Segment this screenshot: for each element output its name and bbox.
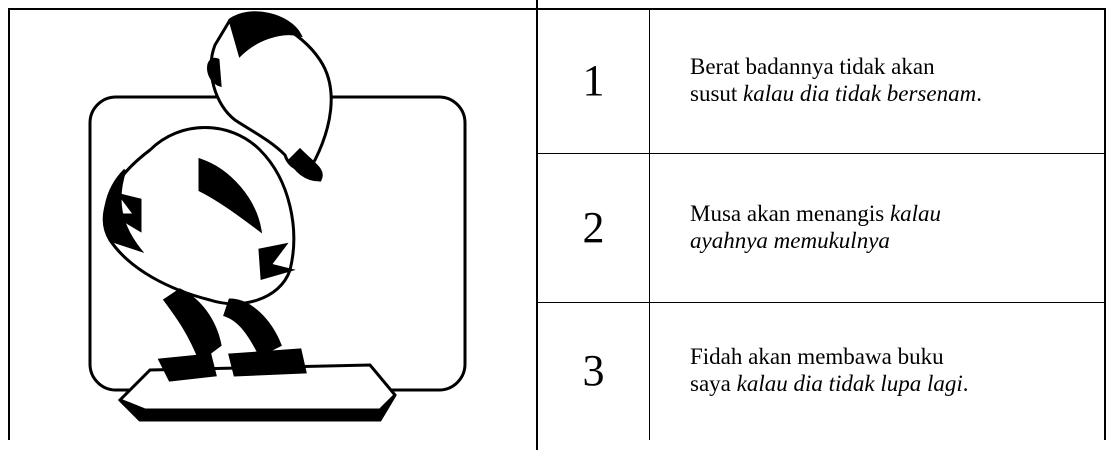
text-segment: .	[962, 371, 969, 396]
table-border	[649, 8, 650, 440]
row-number: 1	[582, 55, 605, 105]
text-segment: kalau dia tidak lupa lagi	[736, 371, 963, 396]
row-divider	[537, 153, 1105, 154]
text-line: saya kalau dia tidak lupa lagi.	[690, 370, 1110, 397]
text-segment: kalau dia tidak bersenam	[743, 80, 977, 106]
text-segment: ayahnya memukulnya	[690, 227, 890, 253]
row-text: Musa akan menangis kalau ayahnya memukuln…	[690, 200, 1110, 254]
text-line: Musa akan menangis kalau	[690, 200, 1110, 227]
table-border	[536, 0, 538, 450]
table-border	[8, 8, 10, 440]
row-number: 3	[582, 346, 605, 395]
clip-art	[88, 11, 467, 422]
text-segment: susut	[690, 80, 744, 106]
text-segment: Berat badannya tidak akan	[690, 53, 935, 79]
table-border	[8, 8, 1106, 10]
text-line: susut kalau dia tidak bersenam.	[690, 80, 1110, 107]
text-line: ayahnya memukulnya	[690, 227, 1110, 254]
text-segment: .	[976, 80, 982, 106]
text-segment: saya	[690, 371, 737, 396]
row-text: Berat badannya tidak akan susut kalau dia…	[690, 53, 1110, 107]
table-border	[1104, 8, 1106, 440]
text-segment: Fidah akan membawa buku	[690, 344, 944, 369]
boy-figure	[102, 11, 397, 422]
text-line: Berat badannya tidak akan	[690, 53, 1110, 80]
row-number: 2	[582, 202, 605, 252]
row-text: Fidah akan membawa buku saya kalau dia ti…	[690, 343, 1110, 397]
text-segment: kalau	[889, 200, 942, 226]
row-divider	[537, 302, 1105, 303]
text-line: Fidah akan membawa buku	[690, 343, 1110, 370]
text-segment: Musa akan menangis	[690, 200, 890, 226]
